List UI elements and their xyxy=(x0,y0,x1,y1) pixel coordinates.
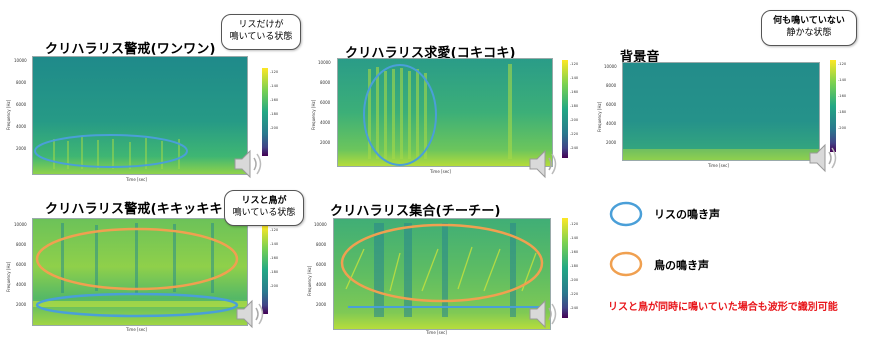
y-tick: 2000 xyxy=(316,302,327,307)
colorbar-tick: -240 xyxy=(570,306,579,310)
x-axis-label: Time [sec] xyxy=(126,177,147,182)
colorbar-tick: -120 xyxy=(570,62,579,66)
panel-title: クリハラリス警戒(キキッキキッ xyxy=(45,202,236,217)
x-axis-label: Time [sec] xyxy=(426,330,447,335)
colorbar-tick: -140 xyxy=(838,78,847,82)
y-tick: 2000 xyxy=(606,140,617,145)
y-tick: 10000 xyxy=(14,58,27,63)
colorbar-tick: -180 xyxy=(270,112,279,116)
bubble-line: リスだけが xyxy=(238,20,284,30)
y-tick: 6000 xyxy=(16,262,27,267)
colorbar-tick: -120 xyxy=(838,62,847,66)
y-tick: 10000 xyxy=(604,64,617,69)
bubble-line: 鳴いている状態 xyxy=(232,208,296,218)
y-tick: 8000 xyxy=(320,80,331,85)
colorbar-tick: -180 xyxy=(838,110,847,114)
colorbar xyxy=(562,218,568,318)
y-tick: 4000 xyxy=(16,282,27,287)
y-tick: 6000 xyxy=(16,102,27,107)
y-tick: 8000 xyxy=(606,83,617,88)
y-tick: 4000 xyxy=(320,120,331,125)
panel-title: クリハラリス求愛(コキコキ) xyxy=(345,46,516,61)
colorbar xyxy=(262,68,268,156)
y-tick: 6000 xyxy=(320,100,331,105)
colorbar xyxy=(262,226,268,314)
squirrel-legend-marker xyxy=(609,201,643,227)
colorbar-tick: -180 xyxy=(570,264,579,268)
y-tick: 2000 xyxy=(16,146,27,151)
colorbar-tick: -160 xyxy=(570,250,579,254)
colorbar-tick: -160 xyxy=(270,256,279,260)
spectrogram-plot xyxy=(32,56,248,175)
identification-note: リスと鳥が同時に鳴いていた場合も波形で識別可能 xyxy=(608,302,838,313)
colorbar-tick: -160 xyxy=(570,90,579,94)
colorbar-tick: -120 xyxy=(270,228,279,232)
panel-title: クリハラリス集合(チーチー) xyxy=(330,204,501,219)
colorbar-tick: -160 xyxy=(270,98,279,102)
bird-legend-label: 鳥の鳴き声 xyxy=(654,259,709,272)
colorbar-tick: -160 xyxy=(838,94,847,98)
colorbar-tick: -120 xyxy=(570,222,579,226)
spectrogram-plot xyxy=(337,58,553,167)
colorbar-tick: -140 xyxy=(570,236,579,240)
colorbar xyxy=(830,60,836,152)
colorbar-tick: -220 xyxy=(570,292,579,296)
speaker-icon[interactable] xyxy=(808,140,842,176)
bird-legend-marker xyxy=(609,251,643,277)
colorbar-tick: -140 xyxy=(270,242,279,246)
colorbar-tick: -200 xyxy=(570,118,579,122)
speaker-icon[interactable] xyxy=(528,146,562,182)
colorbar-tick: -180 xyxy=(570,104,579,108)
y-axis-label: Frequency [Hz] xyxy=(6,261,11,292)
panel-title: クリハラリス警戒(ワンワン) xyxy=(45,42,216,57)
speech-bubble: 何も鳴いていない 静かな状態 xyxy=(761,10,857,46)
colorbar-tick: -140 xyxy=(570,76,579,80)
y-axis-label: Frequency [Hz] xyxy=(307,265,312,296)
colorbar-tick: -120 xyxy=(270,70,279,74)
colorbar-tick: -140 xyxy=(270,84,279,88)
colorbar xyxy=(562,60,568,158)
bubble-line: 鳴いている状態 xyxy=(229,32,293,42)
panel-title: 背景音 xyxy=(620,50,660,65)
speaker-icon[interactable] xyxy=(233,146,267,182)
bubble-line: リスと鳥が xyxy=(241,196,287,206)
squirrel-legend-label: リスの鳴き声 xyxy=(654,208,720,221)
speaker-icon[interactable] xyxy=(235,296,269,332)
colorbar-tick: -180 xyxy=(270,270,279,274)
y-tick: 8000 xyxy=(16,80,27,85)
y-tick: 6000 xyxy=(316,262,327,267)
colorbar-tick: -200 xyxy=(270,126,279,130)
x-axis-label: Time [sec] xyxy=(708,163,729,168)
y-tick: 10000 xyxy=(318,60,331,65)
colorbar-tick: -200 xyxy=(838,126,847,130)
colorbar-tick: -200 xyxy=(270,284,279,288)
speech-bubble: リスだけが 鳴いている状態 xyxy=(221,14,301,50)
colorbar-tick: -200 xyxy=(570,278,579,282)
colorbar-tick: -220 xyxy=(570,132,579,136)
y-tick: 4000 xyxy=(16,124,27,129)
bubble-line: 何も鳴いていない xyxy=(773,16,845,26)
spectrogram-plot xyxy=(622,62,820,161)
speaker-icon[interactable] xyxy=(528,296,562,332)
y-tick: 8000 xyxy=(16,242,27,247)
y-tick: 10000 xyxy=(314,222,327,227)
x-axis-label: Time [sec] xyxy=(126,327,147,332)
speech-bubble: リスと鳥が 鳴いている状態 xyxy=(224,190,304,226)
colorbar-tick: -240 xyxy=(570,146,579,150)
y-axis-label: Frequency [Hz] xyxy=(597,101,602,132)
x-axis-label: Time [sec] xyxy=(430,169,451,174)
y-tick: 8000 xyxy=(316,242,327,247)
y-tick: 6000 xyxy=(606,102,617,107)
y-tick: 2000 xyxy=(320,140,331,145)
spectrogram-plot xyxy=(32,218,248,326)
y-tick: 10000 xyxy=(14,222,27,227)
y-tick: 4000 xyxy=(316,282,327,287)
y-tick: 4000 xyxy=(606,121,617,126)
y-tick: 2000 xyxy=(16,302,27,307)
bubble-line: 静かな状態 xyxy=(786,28,832,38)
y-axis-label: Frequency [Hz] xyxy=(6,99,11,130)
y-axis-label: Frequency [Hz] xyxy=(311,99,316,130)
spectrogram-plot xyxy=(333,218,551,330)
